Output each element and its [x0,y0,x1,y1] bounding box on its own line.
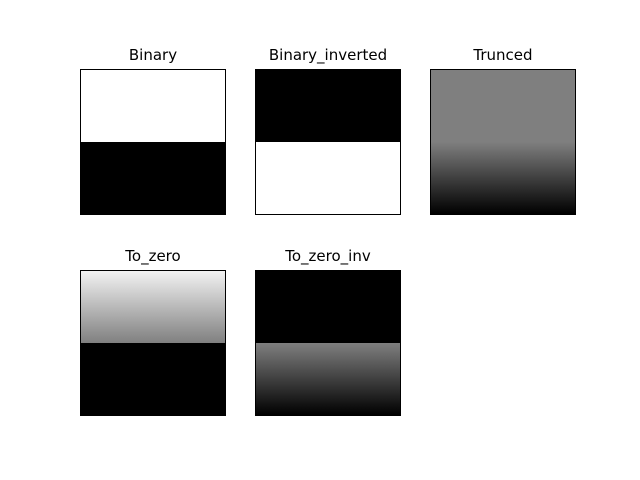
image-bottom-region [81,343,225,415]
image-top-region [256,271,400,343]
threshold-image-trunced [430,69,576,215]
threshold-image-binary-inverted [255,69,401,215]
image-top-region [256,70,400,142]
panel-title: To_zero [125,247,181,265]
panel-title: Binary [128,46,178,64]
image-bottom-region [431,142,575,214]
threshold-image-binary [80,69,226,215]
panel-title: Trunced [473,46,533,64]
threshold-image-to-zero-inv [255,270,401,416]
image-bottom-region [256,343,400,415]
threshold-image-to-zero [80,270,226,416]
panel-title: Binary_inverted [268,46,388,64]
image-bottom-region [81,142,225,214]
image-top-region [431,70,575,142]
image-top-region [81,70,225,142]
panel-title: To_zero_inv [285,247,371,265]
image-bottom-region [256,142,400,214]
image-top-region [81,271,225,343]
